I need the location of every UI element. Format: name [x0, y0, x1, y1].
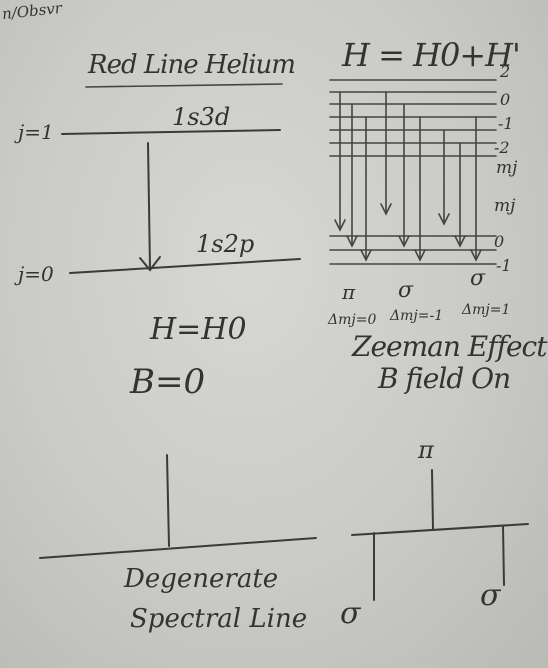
upper-m-label: 2 [500, 62, 511, 81]
perturbed-hamiltonian: H = H0+H' [342, 36, 521, 74]
mj-label-lower: mj [494, 196, 516, 216]
upper-energy-level [61, 129, 281, 135]
title-underline [85, 83, 283, 88]
spectral-line-caption: Spectral Line [130, 604, 308, 634]
selection-rule-label: Δmj=1 [462, 302, 511, 318]
transition-arrow [139, 142, 161, 272]
zeeman-upper-sublevels [329, 79, 497, 157]
zeeman-transition-arrows [334, 91, 482, 262]
zeeman-split-spectrum [351, 469, 529, 601]
upper-level-config-label: 1s3d [172, 103, 231, 131]
mj-label-upper: mj [496, 158, 518, 178]
degenerate-spectrum [39, 454, 317, 559]
sigma-right-symbol: σ [480, 578, 501, 613]
sigma-left-symbol: σ [340, 596, 361, 631]
left-panel-title: Red Line Helium [88, 50, 296, 80]
sigma-transition-symbol: σ [398, 278, 414, 303]
zeeman-caption: Zeeman Effect [352, 330, 547, 363]
lower-energy-level [69, 258, 301, 274]
unperturbed-hamiltonian: H=H0 [150, 312, 247, 347]
field-on-caption: B field On [378, 362, 511, 395]
pi-transition-symbol: π [342, 280, 356, 304]
lower-level-config-label: 1s2p [196, 230, 255, 258]
sigma-transition-symbol: σ [470, 266, 486, 291]
lower-m-label: -1 [496, 256, 512, 275]
zero-field-label: B=0 [130, 362, 206, 402]
lower-m-label: 0 [494, 232, 505, 251]
degenerate-caption: Degenerate [124, 564, 279, 594]
upper-m-label: 0 [500, 90, 511, 109]
pi-line-symbol: π [418, 436, 434, 464]
lower-level-j-label: j=0 [18, 262, 54, 286]
upper-m-label: -2 [494, 138, 510, 157]
selection-rule-label: Δmj=0 [328, 312, 377, 328]
upper-m-label: -1 [498, 114, 514, 133]
selection-rule-label: Δmj=-1 [390, 308, 444, 324]
upper-level-j-label: j=1 [18, 120, 54, 144]
